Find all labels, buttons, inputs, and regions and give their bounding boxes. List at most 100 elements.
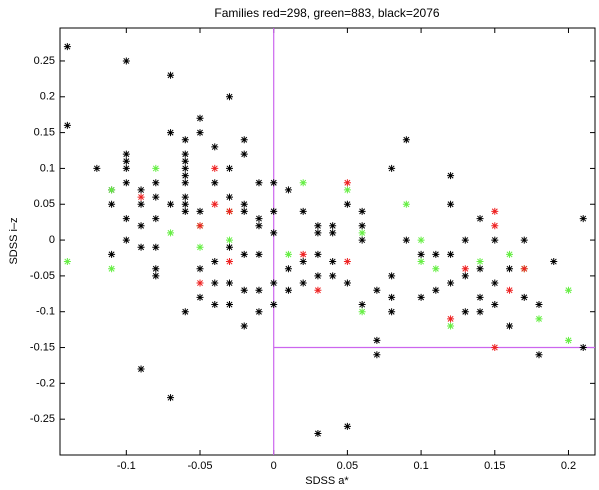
point [181,157,189,165]
point [225,279,233,287]
point [181,179,189,187]
point [137,365,145,373]
point [284,186,292,194]
point [564,286,572,294]
point [564,336,572,344]
point [152,243,160,251]
point [447,315,455,323]
point [167,394,175,402]
point [402,200,410,208]
point [196,222,204,230]
point [329,272,337,280]
point [137,193,145,201]
point [211,164,219,172]
point [388,293,396,301]
point [284,265,292,273]
point [461,265,469,273]
point [329,258,337,266]
point [520,236,528,244]
point [270,301,278,309]
point [181,193,189,201]
point [137,243,145,251]
point [358,236,366,244]
point [329,229,337,237]
point [373,336,381,344]
point [211,301,219,309]
point [270,229,278,237]
point [122,157,130,165]
y-tick-label: 0.15 [34,127,55,139]
point [476,215,484,223]
point [225,164,233,172]
point [491,236,499,244]
point [196,129,204,137]
point [152,193,160,201]
point [343,279,351,287]
point [108,265,116,273]
point [240,286,248,294]
point [461,308,469,316]
point [402,136,410,144]
point [122,150,130,158]
point [520,293,528,301]
point [108,250,116,258]
point [491,207,499,215]
point [240,136,248,144]
point [255,308,263,316]
point [255,179,263,187]
point [299,250,307,258]
point [476,258,484,266]
point [461,272,469,280]
x-tick-label: -0.05 [187,460,212,472]
point [491,301,499,309]
point [240,200,248,208]
point [63,43,71,51]
point [167,229,175,237]
point [491,344,499,352]
point [270,279,278,287]
point [417,236,425,244]
point [196,279,204,287]
point [270,179,278,187]
point [358,222,366,230]
point [535,301,543,309]
point [329,222,337,230]
point [240,322,248,330]
point [211,200,219,208]
point [152,265,160,273]
point [284,286,292,294]
y-tick-label: 0 [49,234,55,246]
point [447,172,455,180]
point [417,258,425,266]
point [388,272,396,280]
point [358,301,366,309]
point [211,258,219,266]
point [520,265,528,273]
point [506,286,514,294]
point [314,272,322,280]
point [240,150,248,158]
point [461,236,469,244]
point [447,250,455,258]
point [299,207,307,215]
point [196,265,204,273]
point [270,207,278,215]
point [299,179,307,187]
y-tick-label: 0.1 [40,162,55,174]
point [152,272,160,280]
x-tick-label: 0.05 [337,460,358,472]
point [181,150,189,158]
point [225,236,233,244]
point [343,179,351,187]
point [167,71,175,79]
plot-frame [59,27,596,456]
point [373,351,381,359]
point [211,143,219,151]
point [181,136,189,144]
point [196,293,204,301]
point [255,215,263,223]
point [240,207,248,215]
y-tick-label: -0.25 [30,413,55,425]
x-tick-label: 0.15 [484,460,505,472]
